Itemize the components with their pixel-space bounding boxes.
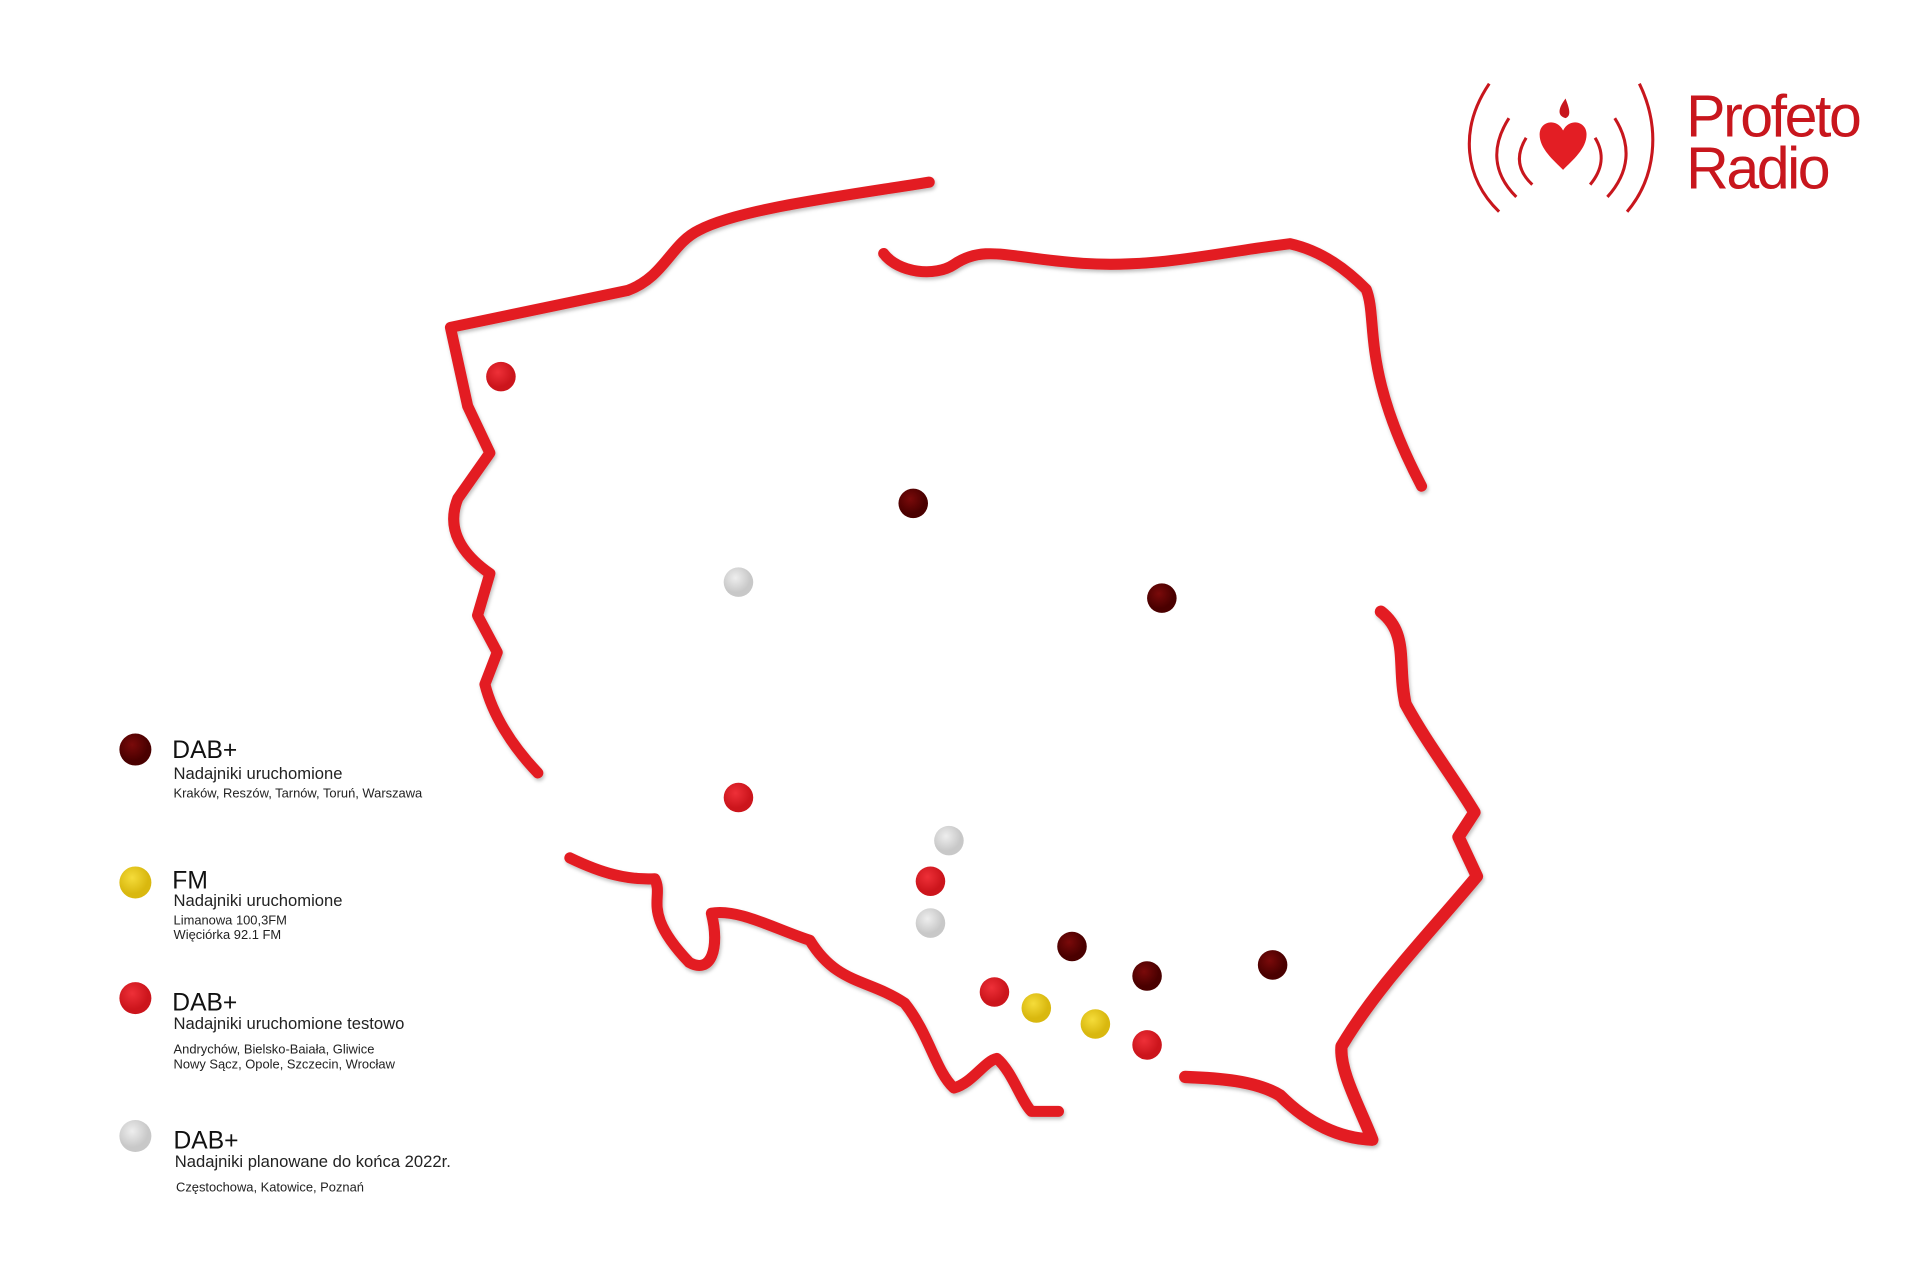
legend-title: DAB+ [174, 1127, 239, 1154]
dot-dab-test[interactable] [723, 782, 754, 813]
legend-cities: Nowy Sącz, Opole, Szczecin, Wrocław [174, 1056, 396, 1071]
legend-item-dab-test: DAB+ Nadajniki uruchomione testowo Andry… [119, 982, 404, 1071]
border-south [564, 852, 1064, 1117]
legend-subtitle: Nadajniki uruchomione [174, 764, 343, 783]
legend: DAB+ Nadajniki uruchomione Kraków, Reszó… [119, 733, 451, 1194]
dot-dab-test[interactable] [915, 866, 946, 896]
border-east [1179, 605, 1484, 1146]
legend-subtitle: Nadajniki uruchomione [174, 891, 343, 910]
dot-dab-active[interactable] [1132, 961, 1162, 991]
legend-item-dab-planned: DAB+ Nadajniki planowane do końca 2022r.… [119, 1120, 451, 1194]
legend-swatch [119, 982, 152, 1015]
legend-subtitle: Nadajniki uruchomione testowo [174, 1014, 405, 1033]
heart-icon [1539, 122, 1587, 170]
legend-cities: Limanowa 100,3FM [174, 912, 287, 927]
legend-cities: Andrychów, Bielsko-Baiała, Gliwice [174, 1042, 375, 1057]
transmitter-dots [486, 361, 1288, 1060]
legend-title: FM [172, 868, 208, 895]
dot-fm[interactable] [1021, 993, 1052, 1023]
border-north [878, 238, 1428, 492]
dot-dab-active[interactable] [898, 488, 928, 519]
logo-text-radio: Radio [1686, 135, 1829, 201]
dot-dab-test[interactable] [979, 977, 1010, 1007]
dot-dab-active[interactable] [1257, 950, 1288, 980]
legend-cities: Częstochowa, Katowice, Poznań [176, 1179, 364, 1194]
poland-border [444, 176, 1484, 1146]
legend-subtitle: Nadajniki planowane do końca 2022r. [175, 1152, 451, 1171]
dot-dab-planned[interactable] [915, 908, 946, 938]
flame-icon [1559, 98, 1570, 119]
legend-swatch [119, 733, 152, 766]
dot-dab-active[interactable] [1057, 931, 1087, 962]
legend-swatch [119, 866, 152, 899]
logo-text-profeto: Profeto [1686, 84, 1860, 150]
legend-item-fm: FM Nadajniki uruchomione Limanowa 100,3F… [119, 866, 343, 942]
dot-dab-active[interactable] [1147, 583, 1177, 613]
profeto-radio-logo: Profeto Radio [1467, 82, 1862, 213]
dot-dab-test[interactable] [486, 361, 516, 392]
legend-swatch [119, 1120, 152, 1152]
dot-dab-planned[interactable] [934, 825, 964, 856]
legend-title: DAB+ [172, 989, 237, 1016]
legend-item-dab-active: DAB+ Nadajniki uruchomione Kraków, Reszó… [119, 733, 423, 801]
legend-cities: Kraków, Reszów, Tarnów, Toruń, Warszawa [174, 786, 423, 801]
legend-cities: Więciórka 92.1 FM [174, 927, 282, 942]
legend-title: DAB+ [172, 737, 237, 764]
border-northwest [444, 176, 935, 779]
dot-dab-test[interactable] [1132, 1030, 1162, 1060]
radio-waves-icon [1467, 82, 1655, 213]
dot-fm[interactable] [1080, 1009, 1111, 1039]
dot-dab-planned[interactable] [723, 567, 754, 597]
